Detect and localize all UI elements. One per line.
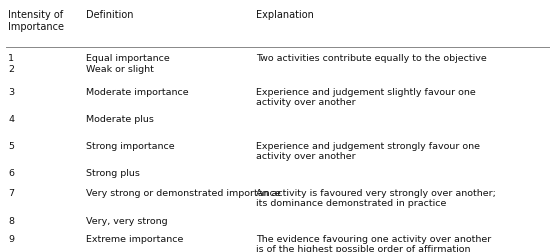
Text: 6: 6 xyxy=(8,169,14,178)
Text: The evidence favouring one activity over another
is of the highest possible orde: The evidence favouring one activity over… xyxy=(256,235,492,252)
Text: 5: 5 xyxy=(8,142,14,151)
Text: Extreme importance: Extreme importance xyxy=(86,235,183,244)
Text: Moderate plus: Moderate plus xyxy=(86,115,154,124)
Text: Strong plus: Strong plus xyxy=(86,169,140,178)
Text: Moderate importance: Moderate importance xyxy=(86,88,189,97)
Text: Very, very strong: Very, very strong xyxy=(86,217,168,226)
Text: Definition: Definition xyxy=(86,10,133,20)
Text: Two activities contribute equally to the objective: Two activities contribute equally to the… xyxy=(256,54,487,74)
Text: Experience and judgement slightly favour one
activity over another: Experience and judgement slightly favour… xyxy=(256,88,476,107)
Text: 8: 8 xyxy=(8,217,14,226)
Text: 3: 3 xyxy=(8,88,14,97)
Text: 9: 9 xyxy=(8,235,14,244)
Text: 7: 7 xyxy=(8,189,14,198)
Text: Very strong or demonstrated importance: Very strong or demonstrated importance xyxy=(86,189,281,198)
Text: 4: 4 xyxy=(8,115,14,124)
Text: An activity is favoured very strongly over another;
its dominance demonstrated i: An activity is favoured very strongly ov… xyxy=(256,189,496,208)
Text: Intensity of
Importance: Intensity of Importance xyxy=(8,10,64,31)
Text: Experience and judgement strongly favour one
activity over another: Experience and judgement strongly favour… xyxy=(256,142,480,162)
Text: Strong importance: Strong importance xyxy=(86,142,175,151)
Text: Equal importance
Weak or slight: Equal importance Weak or slight xyxy=(86,54,170,74)
Text: Explanation: Explanation xyxy=(256,10,314,20)
Text: 1
2: 1 2 xyxy=(8,54,14,74)
